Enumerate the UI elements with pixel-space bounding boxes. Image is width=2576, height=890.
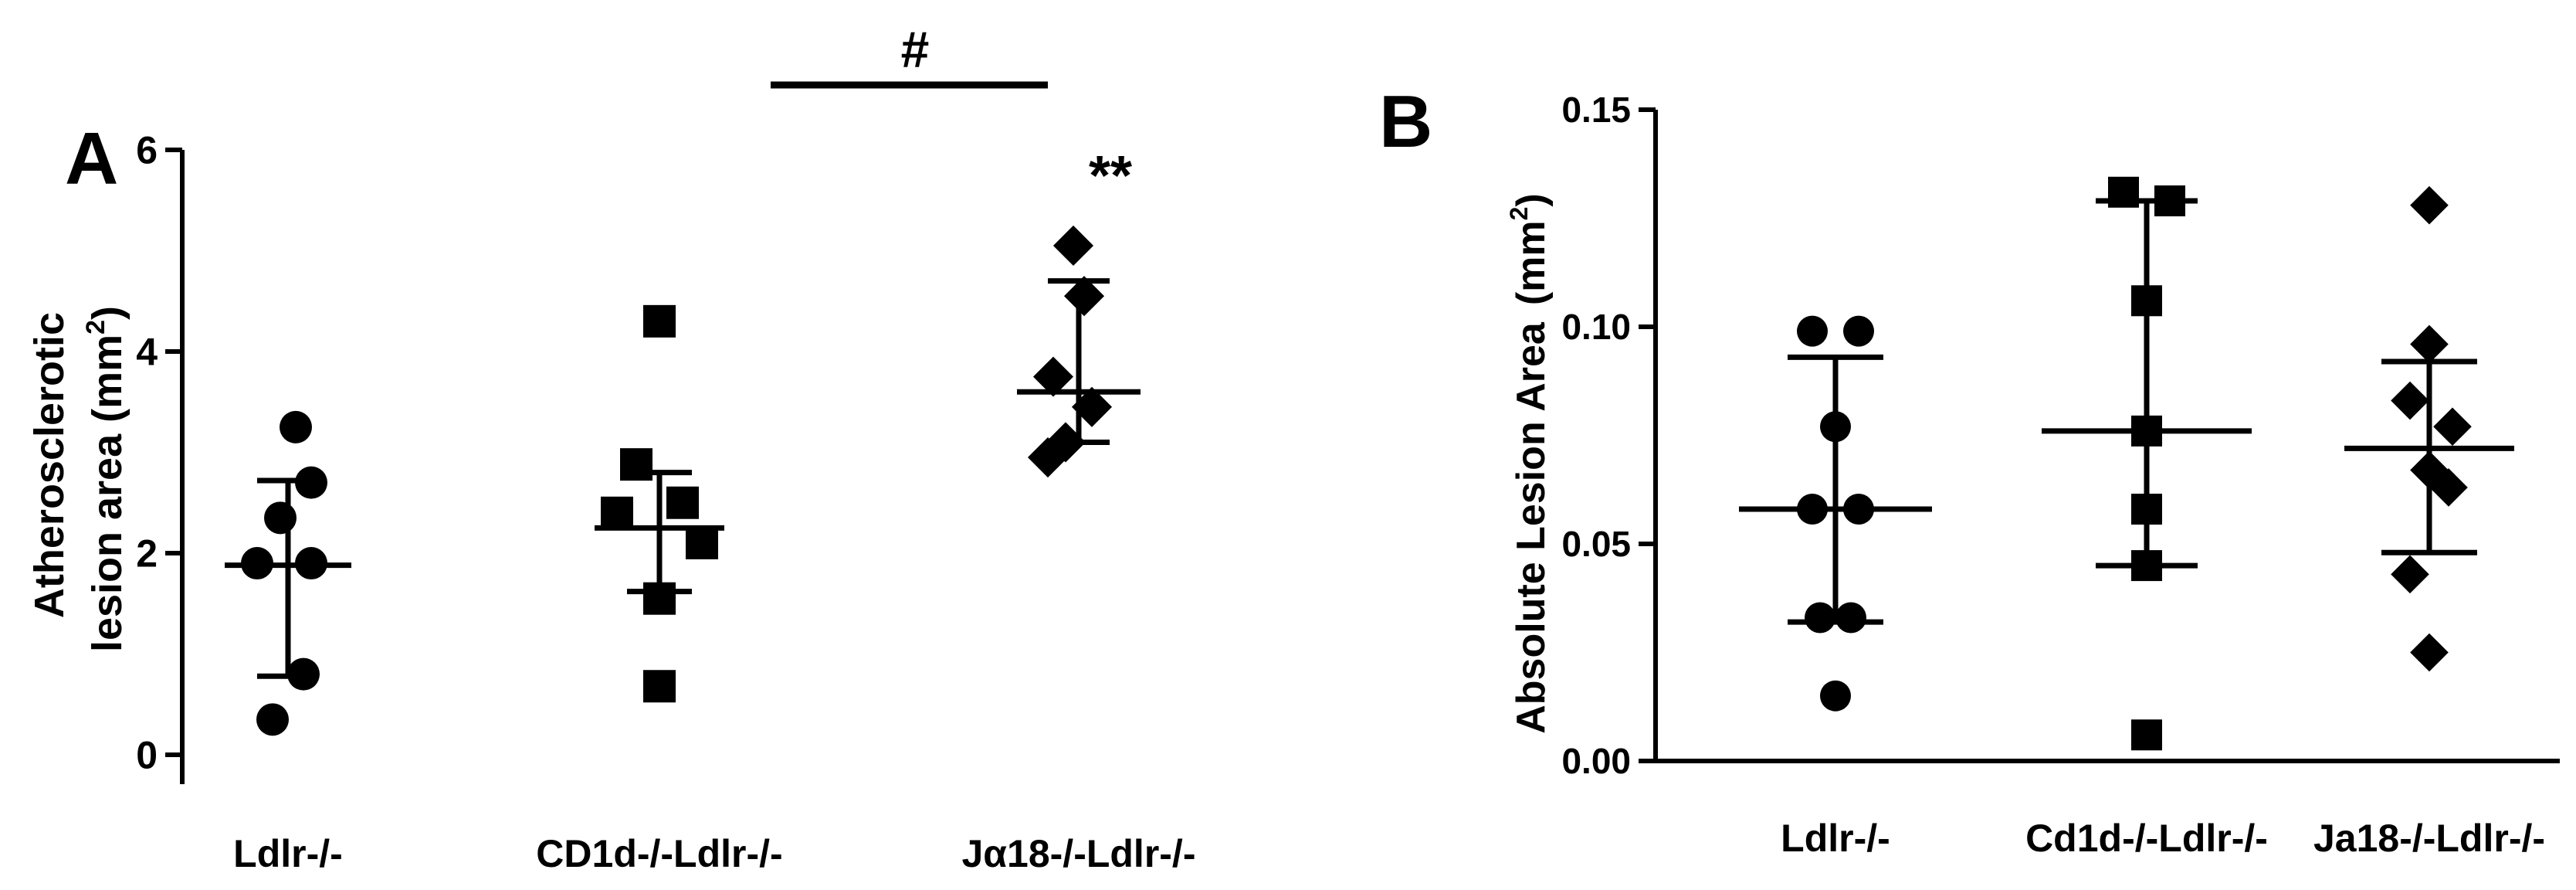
series-Cd1d-/-Ldlr-/- [2042, 176, 2252, 751]
data-point-diamond [2433, 407, 2472, 447]
panel-a-ytick-label: 0 [136, 734, 158, 777]
series-CD1d-/-Ldlr-/- [595, 304, 724, 703]
data-point-diamond [2429, 468, 2468, 507]
data-point-circle [1835, 602, 1866, 634]
data-point-diamond [1027, 437, 1069, 478]
data-point-diamond [2391, 555, 2429, 594]
panel-a-xtick-ldlr: Ldlr-/- [233, 832, 343, 875]
data-point-square [686, 526, 718, 559]
data-point-diamond [1071, 386, 1113, 427]
data-point-circle [264, 501, 297, 535]
data-point-square [643, 304, 676, 338]
data-point-circle [280, 410, 312, 443]
data-point-square [666, 486, 699, 519]
data-point-diamond [1032, 356, 1074, 397]
panel-b-letter: B [1379, 80, 1432, 163]
data-point-diamond [2410, 633, 2449, 672]
panel-b-xtick-cd1d: Cd1d-/-Ldlr-/- [2025, 817, 2268, 860]
data-point-circle [1820, 680, 1851, 712]
data-point-square [601, 496, 633, 529]
data-point-circle [1820, 411, 1851, 443]
panel-b-ytick-label: 0.10 [1561, 307, 1631, 347]
panel-a-ytick-label: 4 [136, 331, 158, 374]
data-point-circle [1843, 494, 1874, 525]
data-point-square [643, 670, 676, 703]
panel-b-ytick-label: 0.15 [1561, 90, 1631, 130]
panel-b-ytick-label: 0.05 [1561, 524, 1631, 564]
data-point-square [620, 448, 652, 481]
series-Jα18-/-Ldlr-/- [1017, 225, 1141, 478]
data-point-diamond [1063, 276, 1105, 317]
panel-b: B Absolute Lesion Area(mm2) 0.00 0.05 0.10… [1379, 80, 2560, 860]
panel-a-ylabel-line1: Atherosclerotic [26, 312, 73, 618]
panel-b-xtick-ldlr: Ldlr-/- [1781, 817, 1890, 860]
data-point-square [2108, 176, 2139, 208]
panel-b-ylabel: Absolute Lesion Area(mm2) [1505, 193, 1554, 734]
data-point-square [2131, 494, 2162, 525]
series-Ldlr-/- [1739, 315, 1932, 712]
data-point-diamond [2391, 381, 2429, 420]
data-point-circle [256, 703, 289, 736]
data-point-circle [295, 466, 327, 499]
series-Ja18-/-Ldlr-/- [2344, 185, 2514, 672]
data-point-square [2131, 415, 2162, 447]
panel-a-ytick-label: 6 [136, 129, 158, 172]
panel-a-ytick-label: 2 [136, 532, 158, 576]
data-point-diamond [2410, 185, 2449, 225]
significance-hash: # [901, 21, 930, 78]
panel-b-xtick-ja18: Ja18-/-Ldlr-/- [2313, 817, 2545, 860]
data-point-circle [287, 657, 320, 691]
data-point-circle [1843, 315, 1874, 347]
panel-b-ytick-label: 0.00 [1561, 741, 1631, 781]
panel-a-xtick-cd1d: CD1d-/-Ldlr-/- [536, 832, 782, 875]
data-point-square [2154, 185, 2185, 217]
significance-stars: ** [1089, 145, 1132, 207]
series-Ldlr-/- [225, 410, 351, 736]
data-point-square [2131, 285, 2162, 317]
panel-a-xtick-ja18: Jα18-/-Ldlr-/- [962, 832, 1196, 875]
panel-a: A Atherosclerotic lesion area (mm2) 0 2 4 6… [26, 21, 1195, 875]
data-point-circle [1805, 602, 1835, 634]
panel-a-ylabel-line2: lesion area (mm2) [81, 306, 130, 652]
data-point-square [643, 582, 676, 615]
data-point-circle [241, 547, 273, 580]
data-point-square [2131, 719, 2162, 751]
data-point-circle [1797, 315, 1828, 347]
data-point-square [2131, 550, 2162, 582]
data-point-circle [295, 547, 327, 580]
data-point-diamond [2410, 324, 2449, 364]
panel-a-letter: A [65, 117, 118, 200]
data-point-circle [1797, 494, 1828, 525]
data-point-diamond [1052, 225, 1094, 267]
